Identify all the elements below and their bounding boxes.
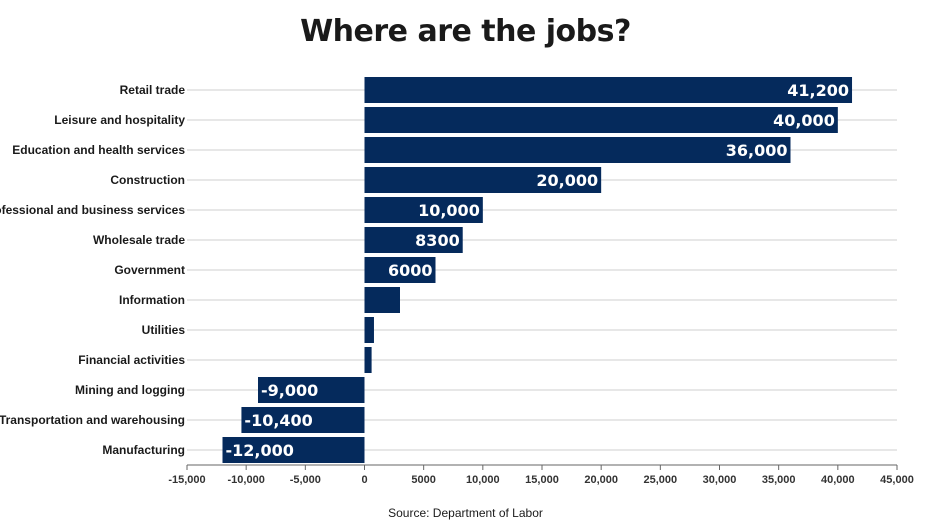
bar (364, 317, 374, 343)
category-label: Information (119, 293, 185, 307)
x-tick-label: 20,000 (584, 474, 618, 486)
x-tick-label: 30,000 (703, 474, 737, 486)
x-tick-label: 40,000 (821, 474, 855, 486)
x-tick-label: 15,000 (525, 474, 559, 486)
category-labels: Retail trade Leisure and hospitality Educa… (0, 83, 185, 457)
data-labels: 41,200 40,000 36,000 20,000 10,000 8300 6000 -9… (226, 81, 850, 460)
bar (364, 167, 602, 193)
bar (364, 257, 436, 283)
x-tick-label: 10,000 (466, 474, 500, 486)
data-label: 8300 (415, 231, 460, 250)
data-label: 20,000 (536, 171, 598, 190)
bar (364, 227, 463, 253)
category-label: Mining and logging (75, 383, 185, 397)
x-tick-label: 0 (361, 474, 367, 486)
bar (364, 137, 791, 163)
x-tick-label: -15,000 (168, 474, 205, 486)
x-tick-label: 25,000 (644, 474, 678, 486)
bar (364, 107, 838, 133)
x-axis: -15,000 -10,000 -5,000 0 5000 10,000 15,000 20,… (168, 464, 914, 486)
category-label: Manufacturing (102, 443, 185, 457)
data-label: -10,400 (244, 411, 312, 430)
source-note: Source: Department of Labor (388, 506, 543, 520)
data-label: 6000 (388, 261, 433, 280)
category-label: Financial activities (78, 353, 185, 367)
x-tick-label: -10,000 (228, 474, 265, 486)
category-label: Professional and business services (0, 203, 185, 217)
bar (364, 347, 372, 373)
bar (364, 77, 853, 103)
category-label: Wholesale trade (93, 233, 185, 247)
category-label: Utilities (142, 323, 186, 337)
category-label: Construction (110, 173, 185, 187)
data-label: 36,000 (726, 141, 788, 160)
data-label: -9,000 (261, 381, 318, 400)
bar (258, 377, 365, 403)
data-label: 40,000 (773, 111, 835, 130)
bar (241, 407, 365, 433)
category-label: Education and health services (12, 143, 185, 157)
data-label: 10,000 (418, 201, 480, 220)
category-label: Transportation and warehousing (0, 413, 185, 427)
bar (364, 197, 483, 223)
category-label: Government (114, 263, 185, 277)
x-tick-label: 35,000 (762, 474, 796, 486)
data-label: 41,200 (787, 81, 849, 100)
bar (364, 287, 400, 313)
category-label: Leisure and hospitality (54, 113, 185, 127)
chart-title: Where are the jobs? (300, 14, 631, 49)
x-tick-label: 5000 (411, 474, 435, 486)
category-label: Retail trade (120, 83, 186, 97)
data-label: -12,000 (226, 441, 294, 460)
bar (222, 437, 365, 463)
x-tick-label: 45,000 (880, 474, 914, 486)
x-tick-label: -5,000 (290, 474, 321, 486)
bars (222, 77, 853, 463)
